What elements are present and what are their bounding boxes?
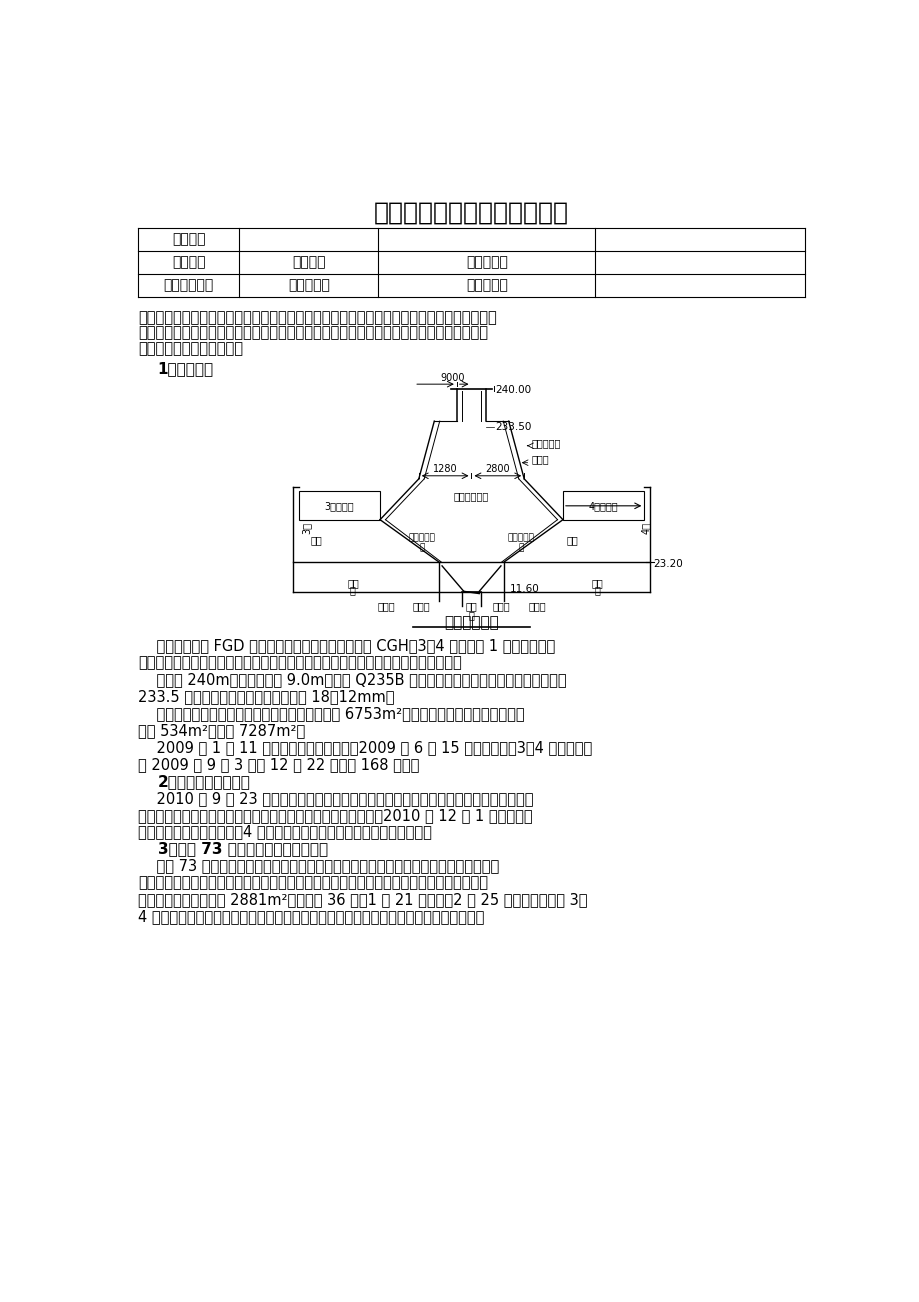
Text: 240.00: 240.00	[495, 385, 531, 396]
Text: 工程项目: 工程项目	[172, 232, 205, 246]
Text: 门: 门	[595, 586, 600, 595]
Text: 重大修理: 重大修理	[291, 255, 325, 270]
Text: 排水管: 排水管	[528, 602, 546, 612]
Text: 人孔: 人孔	[465, 602, 477, 612]
Text: 23.20: 23.20	[652, 559, 683, 569]
Text: 4 号机组一直处于运行状态，未能进入烟囱和烟道内部检查，外观检查明显无异常现象。: 4 号机组一直处于运行状态，未能进入烟囱和烟道内部检查，外观检查明显无异常现象。	[138, 909, 484, 924]
Text: 烟道: 烟道	[566, 535, 578, 544]
Text: 烟囱高 240m，净出口直径 9.0m，采用 Q235B 钢内筒＋国产泡沫玻化砖内衬防腐，标高: 烟囱高 240m，净出口直径 9.0m，采用 Q235B 钢内筒＋国产泡沫玻化砖…	[138, 672, 566, 687]
Text: 4号净烟道: 4号净烟道	[588, 501, 618, 510]
Text: 3号净烟道: 3号净烟道	[324, 501, 354, 510]
Text: 重大修理项目可行性研究报告: 重大修理项目可行性研究报告	[374, 201, 568, 225]
Text: 除后，发现部分钢板已经与烟气冷凝水接触，钢板有腐蚀现象。2010 年 12 月 1 日吸收塔火: 除后，发现部分钢板已经与烟气冷凝水接触，钢板有腐蚀现象。2010 年 12 月 …	[138, 807, 532, 823]
Text: 综合生产部: 综合生产部	[288, 279, 329, 293]
Bar	[299, 491, 380, 521]
Text: 烟道: 烟道	[310, 535, 322, 544]
Text: 1、烟囱概况: 1、烟囱概况	[157, 361, 213, 376]
Text: 233.5 米以上内筒为不锈钢。筒壁厚度 18～12mm。: 233.5 米以上内筒为不锈钢。筒壁厚度 18～12mm。	[138, 689, 394, 704]
Text: 233.50: 233.50	[495, 422, 531, 432]
Text: 2800: 2800	[485, 465, 510, 474]
Text: 2、烟囱防腐检查情况: 2、烟囱防腐检查情况	[157, 773, 250, 789]
Text: 疏水管: 疏水管	[412, 602, 429, 612]
Text: 项目性质: 项目性质	[172, 255, 205, 270]
Text: 定洲电厂二期 FGD 采用湿法脱硫，不设烟气旁路和 CGH。3、4 号炉合用 1 座现浇钢筋混: 定洲电厂二期 FGD 采用湿法脱硫，不设烟气旁路和 CGH。3、4 号炉合用 1…	[138, 638, 555, 654]
Text: 9000: 9000	[440, 374, 464, 383]
Text: 门: 门	[468, 611, 474, 621]
Text: 1280: 1280	[432, 465, 457, 474]
Text: 玻化砖防腐
层: 玻化砖防腐 层	[507, 533, 534, 552]
Text: 苏一方科技公司的产品，粘结剂为成都硅宝为其配套生产的专用粘结剂。主要工程量为拆除: 苏一方科技公司的产品，粘结剂为成都硅宝为其配套生产的专用粘结剂。主要工程量为拆除	[138, 875, 488, 891]
Text: 烟囱 73 米以下部分防腐维修工程由北京大唐力源防腐有限公司总承包，玻化砖采用江: 烟囱 73 米以下部分防腐维修工程由北京大唐力源防腐有限公司总承包，玻化砖采用江	[138, 858, 499, 874]
Text: 量约 534m²，合计 7287m²。: 量约 534m²，合计 7287m²。	[138, 723, 305, 738]
Text: 2009 年 1 月 11 日开始玻化砖防腐施工，2009 年 6 月 15 日施工完毕。3、4 号机组分别: 2009 年 1 月 11 日开始玻化砖防腐施工，2009 年 6 月 15 日…	[138, 740, 592, 755]
Bar	[562, 491, 643, 521]
Text: 3、烟囱 73 米以下部分防腐维修情况: 3、烟囱 73 米以下部分防腐维修情况	[157, 841, 327, 857]
Text: 技术状况及其他有关技术参数，现状、存在的主要问题，从对安全、经济运行环境的影响等: 技术状况及其他有关技术参数，现状、存在的主要问题，从对安全、经济运行环境的影响等	[138, 326, 488, 341]
Text: 项目负责人: 项目负责人	[466, 279, 507, 293]
Text: 防腐工作量为：钢内筒的泡沫玻化砖的工程量约 6753m²，钢内烟道的泡沫玻化砖的工程: 防腐工作量为：钢内筒的泡沫玻化砖的工程量约 6753m²，钢内烟道的泡沫玻化砖的…	[138, 706, 525, 721]
Text: 混凝土外筒: 混凝土外筒	[531, 437, 561, 448]
Text: 灾后，进入烟道检查发现，4 号接口烟道及部分钢内筒玻化砖因过火损坏。: 灾后，进入烟道检查发现，4 号接口烟道及部分钢内筒玻化砖因过火损坏。	[138, 824, 432, 840]
Text: 项目负责部门: 项目负责部门	[164, 279, 213, 293]
Text: 可研编制人: 可研编制人	[466, 255, 507, 270]
Text: 一、项目提出的背景及必要性（需要修理设备的运行简历，设备名牌、运行时间、运行状况、: 一、项目提出的背景及必要性（需要修理设备的运行简历，设备名牌、运行时间、运行状况…	[138, 310, 496, 326]
Text: 于 2009 年 9 月 3 日和 12 月 22 日通过 168 试运。: 于 2009 年 9 月 3 日和 12 月 22 日通过 168 试运。	[138, 756, 419, 772]
Text: 玻化砖防腐层: 玻化砖防腐层	[453, 491, 489, 501]
Text: 4号: 4号	[640, 522, 650, 534]
Text: 凝土套筒结构烟囱，外筒为钢筋混凝土，内筒采用普通钢加国产发泡玻化砖内衬结构: 凝土套筒结构烟囱，外筒为钢筋混凝土，内筒采用普通钢加国产发泡玻化砖内衬结构	[138, 655, 461, 671]
Text: 人孔: 人孔	[591, 578, 603, 587]
Text: 玻化砖防腐
层: 玻化砖防腐 层	[408, 533, 435, 552]
Text: 门: 门	[349, 586, 356, 595]
Text: 钢内筒: 钢内筒	[531, 454, 549, 465]
Text: 人孔: 人孔	[346, 578, 358, 587]
Text: 疏水管: 疏水管	[492, 602, 509, 612]
Text: 11.60: 11.60	[510, 585, 539, 594]
Text: 定洲二期烟囱: 定洲二期烟囱	[444, 615, 498, 630]
Text: 3号: 3号	[301, 522, 311, 534]
Text: 2010 年 9 月 23 日机组双停时，进入烟道发现部分玻化砖外侧有反锈形象，将玻化砖铲: 2010 年 9 月 23 日机组双停时，进入烟道发现部分玻化砖外侧有反锈形象，…	[138, 790, 533, 806]
Text: 排水管: 排水管	[377, 602, 394, 612]
Text: 和粘贴玻化砖工程量约 2881m²，工期共 36 天，1 月 21 日开工，2 月 25 日竣工。竣工后 3、: 和粘贴玻化砖工程量约 2881m²，工期共 36 天，1 月 21 日开工，2 …	[138, 892, 587, 907]
Text: 方面论证该项目的必要性）: 方面论证该项目的必要性）	[138, 341, 243, 355]
